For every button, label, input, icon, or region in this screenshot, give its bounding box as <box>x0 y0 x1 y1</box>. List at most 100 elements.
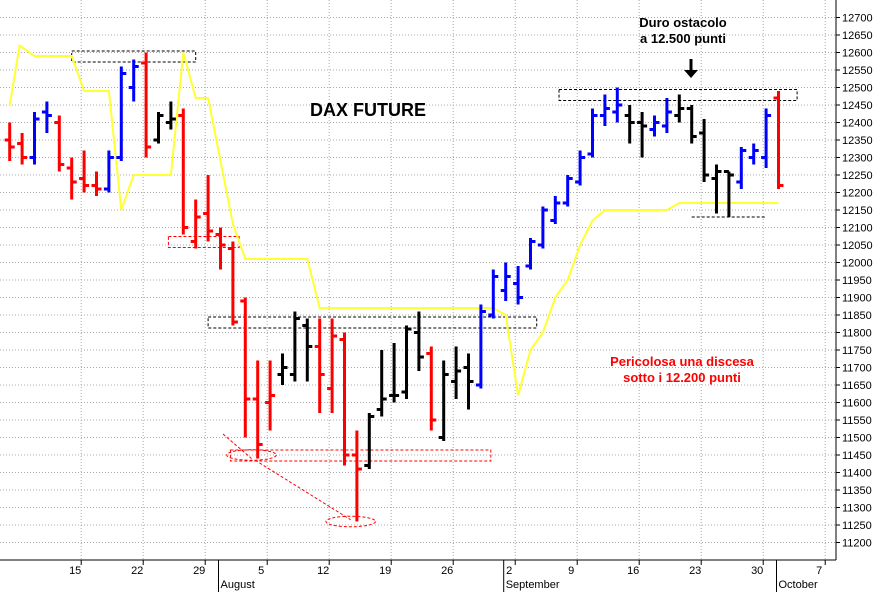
danger-annotation-line2: sotto i 12.200 punti <box>623 370 741 385</box>
ohlc-bar <box>17 133 28 165</box>
ohlc-bar <box>401 325 412 399</box>
x-tick-label: 29 <box>193 565 205 577</box>
ohlc-bar <box>91 171 102 196</box>
ohlc-bar <box>215 227 226 270</box>
ohlc-bar <box>314 318 325 413</box>
y-tick-label: 12700 <box>842 13 873 25</box>
yellow-line <box>8 43 779 396</box>
obstacle-annotation-line1: Duro ostacolo <box>639 15 726 30</box>
ohlc-bar <box>165 101 176 130</box>
y-tick-label: 12400 <box>842 118 873 130</box>
y-tick-label: 12600 <box>842 48 873 60</box>
annotations: DAX FUTURE Duro ostacolo a 12.500 punti … <box>310 15 755 385</box>
x-tick-label: 12 <box>317 565 329 577</box>
low-ellipse <box>325 515 377 528</box>
ohlc-bar <box>327 318 338 413</box>
ohlc-bar <box>624 105 635 144</box>
ohlc-bar <box>550 196 561 224</box>
y-tick-label: 12200 <box>842 188 873 200</box>
ohlc-bar <box>599 94 610 126</box>
ohlc-bar <box>116 66 127 161</box>
x-tick-label: 26 <box>441 565 453 577</box>
ohlc-bar <box>277 353 288 385</box>
ohlc-bar <box>376 350 387 417</box>
x-tick-label: 19 <box>379 565 391 577</box>
ohlc-bar <box>289 311 300 382</box>
ohlc-bar <box>426 346 437 431</box>
ohlc-bar <box>699 119 710 182</box>
ohlc-bar <box>587 108 598 158</box>
ohlc-bar <box>364 413 375 469</box>
ohlc-bar <box>612 87 623 123</box>
y-tick-label: 11650 <box>842 380 872 392</box>
ohlc-bar <box>240 297 251 438</box>
y-tick-label: 12150 <box>842 205 873 217</box>
y-tick-label: 12550 <box>842 65 873 77</box>
ohlc-bar <box>389 343 400 403</box>
ohlc-bar <box>79 150 90 193</box>
danger-annotation-line1: Pericolosa una discesa <box>610 354 755 369</box>
y-tick-label: 12500 <box>842 83 873 95</box>
ohlc-bar <box>4 122 15 161</box>
ohlc-bar <box>488 269 499 319</box>
y-tick-label: 11950 <box>842 275 872 287</box>
chart-title: DAX FUTURE <box>310 100 426 120</box>
y-tick-label: 12100 <box>842 223 873 235</box>
y-tick-label: 12650 <box>842 30 873 42</box>
ohlc-bar <box>451 346 462 399</box>
y-tick-label: 11900 <box>842 293 872 305</box>
ohlc-bar <box>513 266 524 305</box>
ohlc-bar <box>178 108 189 235</box>
x-tick-label: 7 <box>816 565 822 577</box>
ohlc-bar <box>190 199 201 249</box>
y-tick-label: 11550 <box>842 415 872 427</box>
ohlc-bar <box>525 238 536 270</box>
y-tick-label: 11850 <box>842 310 872 322</box>
y-tick-label: 11200 <box>842 538 872 550</box>
ohlc-bar <box>711 164 722 214</box>
level-box <box>558 89 798 101</box>
y-tick-label: 11350 <box>842 485 872 497</box>
ohlc-bar <box>463 353 474 410</box>
x-tick-label: 23 <box>689 565 701 577</box>
ohlc-bar <box>66 157 77 200</box>
ohlc-bar <box>537 206 548 249</box>
yellow-line-layer <box>8 43 779 396</box>
x-tick-label: 5 <box>258 565 264 577</box>
ohlc-bar <box>339 332 350 466</box>
y-tick-label: 11500 <box>842 433 872 445</box>
ohlc-bar <box>674 94 685 123</box>
ohlc-bar <box>748 143 759 165</box>
ohlc-bar <box>562 175 573 207</box>
ohlc-bar <box>475 304 486 389</box>
trend-dashed-line <box>222 433 252 459</box>
ohlc-bar <box>141 52 152 158</box>
ohlc-bar <box>153 112 164 144</box>
y-tick-label: 11750 <box>842 345 872 357</box>
y-tick-label: 11800 <box>842 328 872 340</box>
ohlc-bar <box>351 430 362 522</box>
ohlc-bar <box>723 170 734 217</box>
y-tick-label: 11250 <box>842 520 872 532</box>
ohlc-bar <box>736 147 747 189</box>
ohlc-bar <box>661 98 672 133</box>
ohlc-bar <box>128 59 139 102</box>
ohlc-bar <box>265 360 276 431</box>
ohlc-bar <box>252 360 263 459</box>
x-tick-label: 30 <box>751 565 763 577</box>
ohlc-bar <box>575 150 586 186</box>
y-tick-label: 12350 <box>842 135 873 147</box>
y-tick-label: 12300 <box>842 153 873 165</box>
ohlc-bar <box>649 115 660 137</box>
x-tick-label: 22 <box>131 565 143 577</box>
ohlc-bar <box>413 311 424 371</box>
y-tick-label: 11450 <box>842 450 872 462</box>
month-label: October <box>779 579 818 591</box>
ohlc-bar <box>227 241 238 326</box>
ohlc-bar <box>637 112 648 158</box>
month-label: August <box>221 579 255 591</box>
y-tick-label: 11300 <box>842 503 872 515</box>
